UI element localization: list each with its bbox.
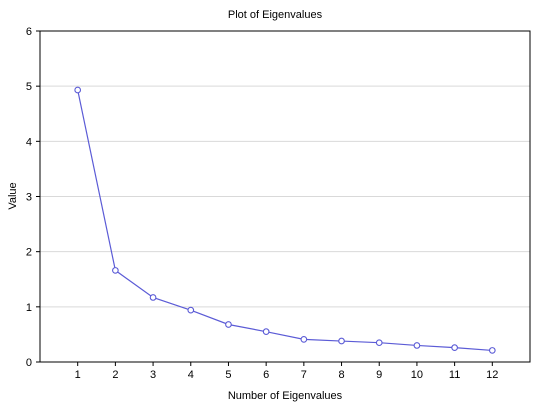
- data-point-11: [451, 344, 458, 352]
- y-axis-title: Value: [7, 182, 19, 209]
- data-point-4: [187, 306, 195, 314]
- x-tick-label-10: 11: [449, 369, 460, 381]
- grid-lines: [40, 85, 530, 308]
- chart-title: Plot of Eigenvalues: [228, 9, 323, 21]
- y-tick-label-6: 6: [26, 26, 32, 38]
- data-point-9: [375, 339, 383, 347]
- x-tick-label-1: 2: [112, 369, 118, 381]
- x-tick-label-2: 3: [150, 369, 156, 381]
- y-tick-label-0: 0: [26, 357, 32, 369]
- x-tick-label-4: 5: [225, 369, 231, 381]
- y-tick-label-3: 3: [26, 192, 32, 204]
- y-tick-label-1: 1: [26, 302, 32, 314]
- data-point-5: [225, 321, 232, 328]
- series-line-0: [77, 89, 493, 352]
- x-tick-label-11: 12: [486, 369, 498, 381]
- data-point-6: [262, 328, 270, 336]
- x-tick-label-5: 6: [263, 369, 269, 381]
- x-tick-label-3: 4: [188, 369, 194, 381]
- data-point-7: [300, 336, 308, 343]
- x-tick-label-6: 7: [301, 369, 307, 381]
- x-axis-title: Number of Eigenvalues: [228, 390, 343, 402]
- y-tick-label-2: 2: [26, 247, 32, 259]
- data-point-1: [74, 86, 82, 94]
- data-point-12: [488, 347, 496, 354]
- x-tick-label-9: 10: [411, 369, 423, 381]
- data-point-8: [338, 337, 345, 345]
- series-layer: [74, 86, 496, 354]
- y-tick-label-4: 4: [26, 136, 32, 148]
- x-tick-label-8: 9: [376, 369, 382, 381]
- data-point-3: [149, 294, 157, 301]
- y-tick-label-5: 5: [26, 81, 32, 93]
- data-point-10: [413, 342, 421, 349]
- x-tick-label-7: 8: [338, 369, 344, 381]
- data-point-2: [112, 267, 119, 274]
- x-tick-label-0: 1: [75, 369, 81, 381]
